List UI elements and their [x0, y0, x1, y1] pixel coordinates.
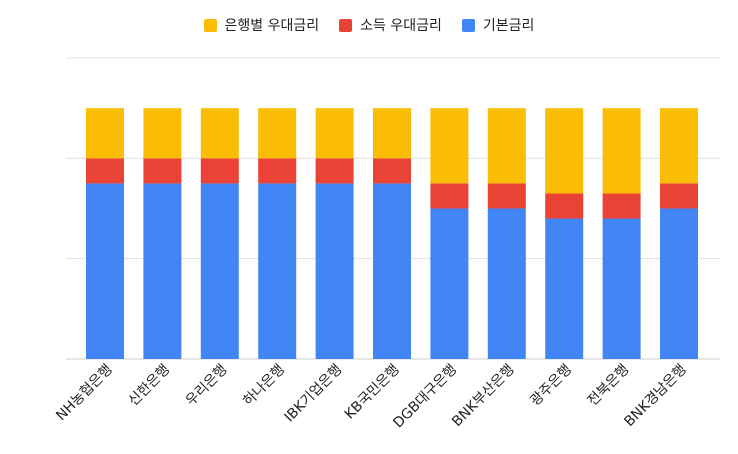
bar-segment-1-4 [315, 158, 354, 184]
bar-segment-2-6 [430, 108, 469, 184]
bar-segment-2-9 [602, 108, 641, 194]
bar-segment-0-5 [373, 183, 411, 359]
legend-swatch-income-preferential [339, 18, 353, 32]
x-tick-label-4: IBK기업은행 [281, 362, 345, 426]
bar-segment-0-10 [660, 208, 698, 359]
x-tick-label-10: BNK경남은행 [621, 362, 689, 430]
bar-segment-0-9 [602, 218, 641, 359]
x-tick-label-2: 우리은행 [183, 362, 231, 410]
bar-segment-0-3 [258, 183, 297, 359]
bar-segment-0-8 [545, 218, 584, 359]
x-tick-label-9: 전북은행 [585, 362, 633, 410]
bar-segment-2-0 [86, 108, 124, 159]
bar-segment-2-5 [373, 108, 411, 159]
bar-segment-1-3 [258, 158, 297, 184]
legend: 은행별 우대금리 소득 우대금리 기본금리 [0, 15, 738, 35]
bar-segment-2-4 [315, 108, 354, 159]
legend-item-base-rate: 기본금리 [461, 15, 535, 35]
bar-segment-1-9 [602, 193, 641, 219]
x-tick-label-5: KB국민은행 [342, 362, 403, 423]
bar-segment-2-8 [545, 108, 584, 194]
bar-segment-1-1 [143, 158, 182, 184]
bar-segment-2-10 [660, 108, 698, 184]
legend-item-income-preferential: 소득 우대금리 [339, 15, 442, 35]
x-tick-label-7: BNK부산은행 [449, 362, 517, 430]
bar-segment-0-2 [200, 183, 239, 359]
bar-segment-1-8 [545, 193, 584, 219]
bar-segment-0-6 [430, 208, 469, 359]
bar-segment-2-3 [258, 108, 297, 159]
bar-segment-0-4 [315, 183, 354, 359]
x-tick-label-0: NH농협은행 [53, 362, 116, 425]
legend-label-bank-preferential: 은행별 우대금리 [224, 18, 320, 34]
legend-swatch-bank-preferential [203, 18, 217, 32]
legend-swatch-base-rate [461, 18, 475, 32]
bar-segment-2-7 [487, 108, 526, 184]
bar-segment-0-7 [487, 208, 526, 359]
bar-segment-0-1 [143, 183, 182, 359]
legend-item-bank-preferential: 은행별 우대금리 [203, 15, 320, 35]
x-tick-label-8: 광주은행 [527, 362, 575, 410]
bar-segment-2-1 [143, 108, 182, 159]
bar-segment-1-7 [487, 183, 526, 209]
bar-segment-1-10 [660, 183, 698, 209]
legend-label-base-rate: 기본금리 [482, 18, 535, 34]
legend-label-income-preferential: 소득 우대금리 [360, 18, 442, 34]
bar-segment-1-6 [430, 183, 469, 209]
bar-segment-1-5 [373, 158, 411, 184]
bar-segment-1-2 [200, 158, 239, 184]
x-tick-label-3: 하나은행 [240, 362, 288, 410]
bar-segment-1-0 [86, 158, 124, 184]
bar-segment-0-0 [86, 183, 124, 359]
x-tick-label-1: 신한은행 [125, 362, 173, 410]
bar-segment-2-2 [200, 108, 239, 159]
